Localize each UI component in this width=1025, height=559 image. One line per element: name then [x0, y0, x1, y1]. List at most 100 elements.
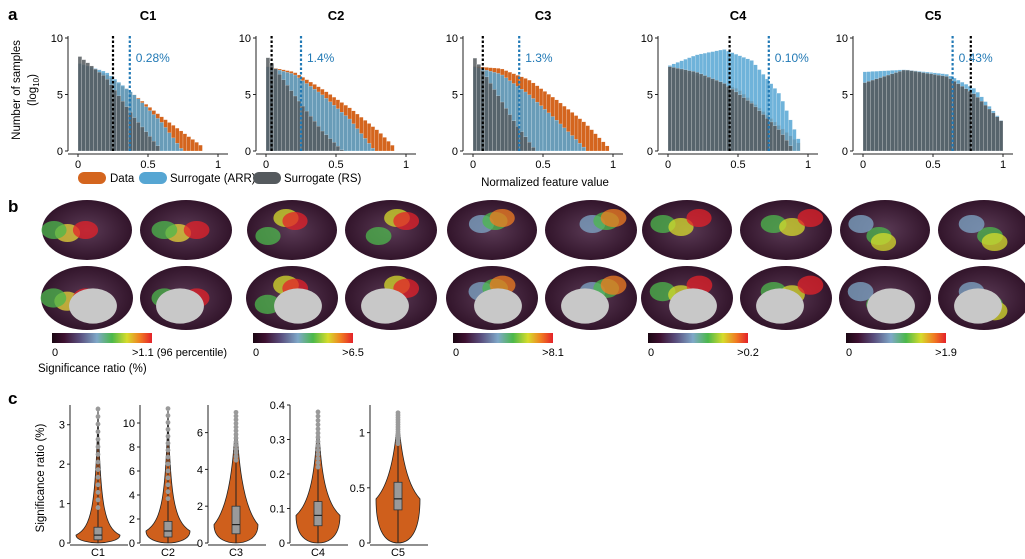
colorbar-min-label: 0 — [253, 347, 259, 359]
hist-bar-data — [382, 137, 387, 152]
cortex-surface — [247, 200, 337, 260]
violin-c3: 0 2 4 6 C3 — [197, 405, 266, 559]
violin-iqr-box — [231, 505, 241, 535]
legend-swatch-arr — [139, 172, 167, 184]
hist-bar-surrogate-rs — [101, 75, 106, 152]
hist-bar-surrogate-rs — [940, 75, 945, 152]
hist-bar-surrogate-arr — [546, 112, 551, 152]
hist-bar-surrogate-rs — [936, 74, 941, 152]
activation-blob — [870, 233, 897, 251]
hist-bar-surrogate-rs — [780, 134, 785, 152]
outlier-point — [233, 432, 239, 437]
hist-bar-data — [370, 126, 375, 152]
y-tick-label: 0 — [245, 146, 251, 158]
brain-surface-lateral-left — [840, 200, 930, 260]
medial-wall — [361, 288, 409, 324]
outlier-point — [165, 413, 171, 418]
hist-bar-surrogate-arr — [359, 133, 364, 152]
colorbar-max-label: >8.1 — [542, 347, 564, 359]
brain-map-c5: 0 >1.9 — [839, 200, 1025, 359]
x-tick-label: 0.5 — [535, 159, 550, 171]
violin-iqr-box — [393, 481, 403, 511]
hist-bar-surrogate-rs — [488, 83, 493, 152]
hist-bar-data — [605, 145, 610, 152]
brain-surface-lateral-left — [447, 200, 537, 260]
hist-bar-surrogate-rs — [151, 141, 156, 152]
x-tick-label: 1 — [1000, 159, 1006, 171]
hist-bar-surrogate-rs — [675, 68, 680, 152]
colorbar-max-label: >1.1 (96 percentile) — [132, 347, 227, 359]
activation-blob — [668, 218, 694, 236]
hist-bar-surrogate-arr — [570, 135, 575, 152]
hist-bar-surrogate-rs — [737, 94, 742, 152]
colorbar-min-label: 0 — [648, 347, 654, 359]
hist-bar-surrogate-rs — [909, 70, 914, 152]
outlier-point — [315, 430, 321, 436]
outlier-point — [315, 447, 321, 453]
brain-surface-medial-right — [938, 266, 1025, 330]
hist-bar-surrogate-rs — [971, 93, 976, 152]
brain-surface-lateral-right — [345, 200, 437, 260]
outlier-point — [165, 496, 171, 501]
hist-bar-surrogate-rs — [476, 64, 481, 152]
violin-iqr-box — [163, 521, 173, 538]
outlier-point — [95, 406, 101, 412]
hist-bar-surrogate-arr — [581, 146, 586, 152]
outlier-point — [165, 420, 171, 425]
activation-blob — [41, 221, 67, 239]
y-tick-label: 0 — [197, 538, 203, 550]
outlier-point — [233, 435, 239, 441]
cortex-surface — [447, 200, 537, 260]
hist-bar-data — [386, 141, 391, 152]
activation-blob — [958, 215, 985, 233]
hist-bar-data — [198, 144, 203, 152]
hist-bar-surrogate-rs — [507, 114, 512, 152]
outlier-point — [233, 443, 239, 448]
outlier-point — [233, 454, 239, 459]
hist-bar-data — [186, 136, 191, 152]
hist-bar-data — [581, 121, 586, 152]
hist-bar-surrogate-rs — [882, 76, 887, 152]
hist-bar-surrogate-rs — [155, 145, 160, 152]
hist-bar-surrogate-rs — [304, 110, 309, 152]
hist-bar-surrogate-rs — [472, 57, 477, 152]
hist-bar-surrogate-rs — [878, 77, 883, 152]
y-tick-label: 0 — [452, 146, 458, 158]
brain-surface-medial-left — [246, 266, 338, 330]
legend-swatch-data — [78, 172, 106, 184]
x-tick-label: 0 — [665, 159, 671, 171]
outlier-point — [95, 474, 101, 480]
outlier-point — [395, 410, 401, 416]
outlier-point — [165, 468, 171, 474]
brain-surface-medial-left — [839, 266, 931, 330]
hist-bar-surrogate-arr — [554, 120, 559, 152]
hist-bar-surrogate-rs — [702, 75, 707, 152]
hist-bar-surrogate-rs — [772, 125, 777, 152]
hist-bar-surrogate-rs — [81, 59, 86, 152]
outlier-point — [233, 457, 239, 463]
hist-bar-data — [190, 139, 195, 152]
y-tick-label: 10 — [446, 33, 458, 45]
y-tick-label: 6 — [129, 466, 135, 478]
colorbar — [253, 333, 353, 343]
hist-bar-data — [374, 129, 379, 152]
x-tick-label: 0.5 — [730, 159, 745, 171]
outlier-point — [95, 444, 101, 450]
activation-blob — [600, 209, 627, 227]
violin-label: C3 — [229, 547, 243, 559]
legend-label-rs: Surrogate (RS) — [284, 173, 362, 185]
hist-bar-surrogate-rs — [691, 71, 696, 152]
hist-bar-surrogate-rs — [734, 91, 739, 152]
significance-percent: 0.28% — [136, 51, 170, 65]
histogram-c2: 0 5 10 0 0.5 1 C2 1.4% — [239, 8, 416, 171]
activation-blob — [151, 221, 178, 239]
hist-bar-surrogate-arr — [531, 98, 536, 152]
outlier-point — [233, 417, 239, 423]
brain-surface-medial-right — [345, 266, 437, 330]
brain-surface-lateral-left — [247, 200, 337, 260]
hist-bar-surrogate-rs — [714, 80, 719, 152]
y-tick-label: 5 — [647, 90, 653, 102]
activation-blob — [797, 209, 824, 227]
hist-bar-data — [589, 129, 594, 152]
hist-bar-surrogate-arr — [370, 148, 375, 152]
